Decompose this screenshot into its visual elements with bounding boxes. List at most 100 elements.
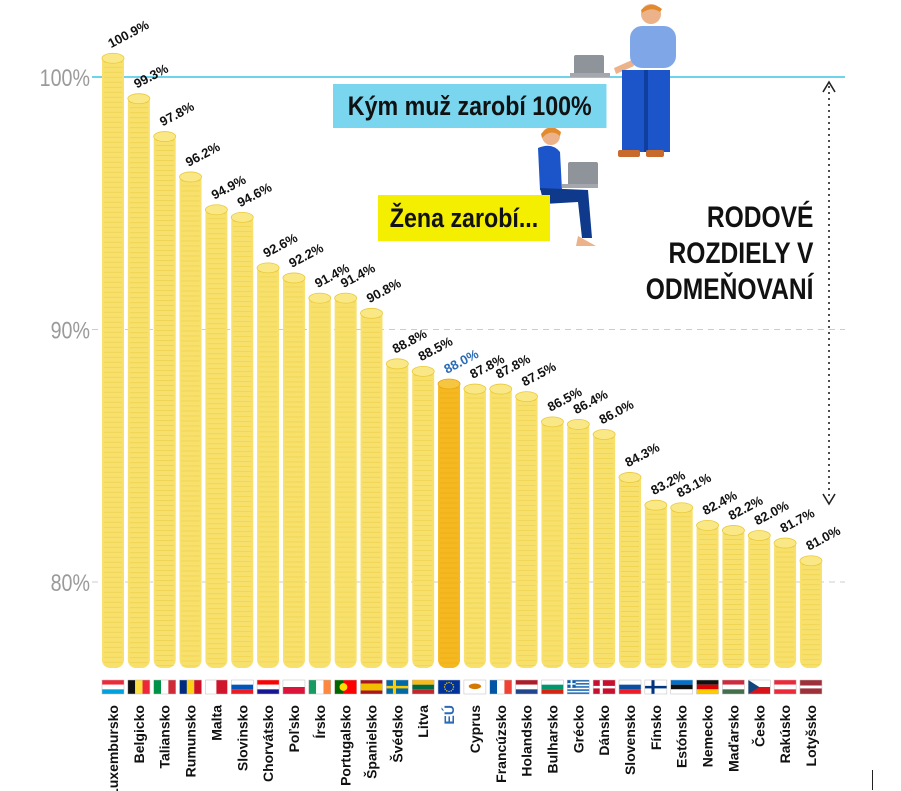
bar [385,358,409,668]
value-label: 97.8% [157,98,197,129]
category-label: Grécko [570,705,586,753]
finland-flag [644,679,668,695]
bar [489,383,513,668]
value-label: 100.9% [105,17,151,51]
bar [747,530,771,668]
spain-flag [360,679,383,695]
category-label: Nemecko [700,705,716,767]
bar [566,418,590,668]
cyprus-flag [463,679,487,695]
value-label: 81.0% [803,523,843,554]
bar [256,262,280,668]
woman-earns-label: Žena zarobí... [378,195,550,241]
bar [592,429,616,668]
category-label: Lotyšsko [803,705,819,766]
y-tick-label: 80% [51,569,90,596]
gap-title-line-2: ROZDIELY V [668,237,813,270]
category-label: Rakúsko [777,705,793,763]
bar [282,272,306,668]
hungary-flag [722,679,745,695]
bulgaria-flag [541,679,564,695]
czechia-flag [748,679,771,695]
romania-flag [179,679,202,695]
bar [799,555,823,668]
category-label: Maďarsko [725,705,741,772]
illustration [538,4,676,246]
flags [101,679,823,695]
value-label: 99.3% [131,61,171,92]
edge-divider [872,770,873,790]
bar [696,520,719,668]
man-illustration [570,4,676,157]
category-label: Rumunsko [183,705,199,777]
gap-title-line-3: ODMEŇOVANÍ [645,273,813,306]
category-label: Francúzsko [493,705,509,783]
estonia-flag [670,679,693,695]
netherlands-flag [515,679,538,695]
gap-title: RODOVÉ ROZDIELY V ODMEŇOVANÍ [645,200,813,308]
bar [127,93,151,669]
category-label: Estónsko [674,705,690,768]
bar [101,52,125,668]
lithuania-flag [411,679,435,695]
luxembourg-flag [101,679,125,695]
slovenia-flag [231,679,254,695]
austria-flag [773,679,797,695]
croatia-flag [256,679,280,695]
greece-flag [567,679,590,695]
category-label: Cyprus [467,705,483,753]
bar [515,391,538,668]
germany-flag [696,679,719,695]
portugal-flag [334,679,357,695]
bar [541,416,564,668]
bar [179,171,202,668]
bar [411,365,435,668]
category-label: EÚ [440,705,457,724]
category-label: Česko [750,705,767,747]
belgium-flag [127,679,151,695]
category-label: Dánsko [596,705,612,756]
sweden-flag [386,679,409,695]
category-label: Holandsko [519,705,535,777]
bar [618,472,642,668]
category-label: Fínsko [648,705,664,750]
italy-flag [153,679,176,695]
category-label: Španielsko [363,705,380,779]
y-tick-label: 90% [51,317,90,344]
category-label: Bulharsko [544,705,560,773]
category-label: Malta [208,705,224,741]
france-flag [489,679,512,695]
woman-illustration [538,127,598,246]
slovakia-flag [618,679,642,695]
bar [670,502,694,668]
bars [101,52,823,669]
gap-arrow [822,80,836,506]
denmark-flag [592,679,616,695]
category-label: Taliansko [157,705,173,769]
category-label: Litva [415,705,431,738]
bar [463,383,487,668]
value-label: 90.8% [364,275,404,306]
bar [308,292,332,668]
bar [204,204,228,668]
category-label: Portugalsko [338,705,354,786]
y-axis-ticks: 80% 90% 100% [40,64,90,596]
bar [360,307,383,668]
category-label: Poľsko [286,705,302,752]
bar [644,499,668,668]
category-label: Luxembursko [105,705,121,791]
bar [722,525,745,668]
bar [230,211,254,668]
category-label: Slovensko [622,705,638,775]
value-label: 84.3% [622,439,662,470]
category-label: Chorvátsko [260,705,276,782]
eu-flag [437,679,461,695]
category-label: Belgicko [131,705,147,763]
malta-flag [205,679,228,695]
category-label: Slovinsko [234,705,250,771]
man-earns-label: Kým muž zarobí 100% [333,84,607,128]
y-tick-label: 100% [40,64,90,91]
bar [153,131,177,669]
category-label: Írsko [312,705,328,738]
poland-flag [282,679,306,695]
